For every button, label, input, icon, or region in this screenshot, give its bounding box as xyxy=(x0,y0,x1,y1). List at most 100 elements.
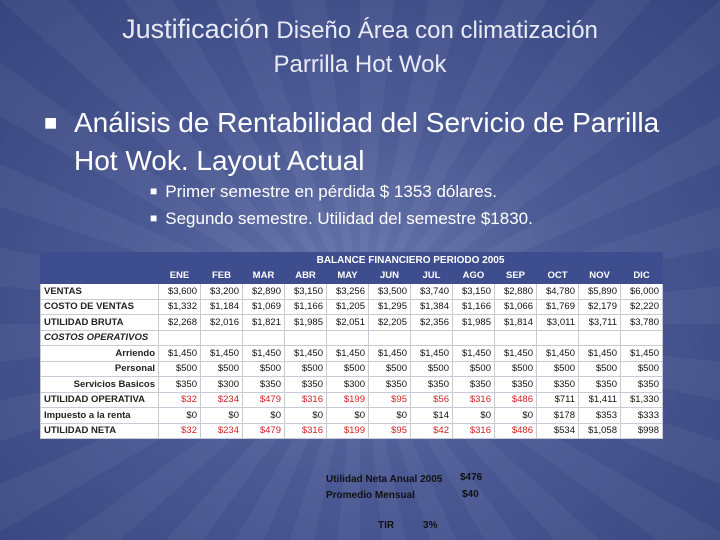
table-cell: $32 xyxy=(158,391,201,408)
table-cell: $2,220 xyxy=(620,298,663,315)
table-cell: $500 xyxy=(158,360,201,377)
table-cell: $500 xyxy=(536,360,579,377)
table-cell: $1,166 xyxy=(284,298,327,315)
month-header: AGO xyxy=(452,267,495,284)
table-cell: $500 xyxy=(410,360,453,377)
table-cell: $1,769 xyxy=(536,298,579,315)
table-cell xyxy=(368,329,411,346)
table-cell xyxy=(158,329,201,346)
table-row: COSTOS OPERATIVOS xyxy=(40,329,663,346)
balance-table: BALANCE FINANCIERO PERIODO 2005 ENE FEB MAR… xyxy=(40,252,663,439)
row-label: Servicios Basicos xyxy=(40,376,159,393)
square-bullet-icon: ■ xyxy=(44,110,58,135)
table-cell: $333 xyxy=(620,407,663,424)
table-row: UTILIDAD BRUTA $2,268 $2,016 $1,821 $1,985 $2… xyxy=(40,314,663,331)
table-cell: $350 xyxy=(494,376,537,393)
table-row: UTILIDAD OPERATIVA $32 $234 $479 $316 $199 $95… xyxy=(40,391,663,408)
table-title-row: BALANCE FINANCIERO PERIODO 2005 xyxy=(40,252,663,269)
table-cell xyxy=(200,329,243,346)
table-cell xyxy=(326,329,369,346)
table-cell: $1,295 xyxy=(368,298,411,315)
table-cell: $3,200 xyxy=(200,283,243,300)
table-cell xyxy=(284,329,327,346)
table-cell: $95 xyxy=(368,422,411,439)
table-cell: $3,256 xyxy=(326,283,369,300)
table-cell: $56 xyxy=(410,391,453,408)
table-cell: $1,450 xyxy=(494,345,537,362)
row-label: VENTAS xyxy=(40,283,159,300)
table-cell: $3,011 xyxy=(536,314,579,331)
table-cell: $1,069 xyxy=(242,298,285,315)
month-header: OCT xyxy=(536,267,579,284)
table-cell: $3,711 xyxy=(578,314,621,331)
slide-title-line1: Justificación Diseño Área con climatizac… xyxy=(0,14,720,45)
table-row: COSTO DE VENTAS $1,332 $1,184 $1,069 $1,166 $… xyxy=(40,298,663,315)
table-cell: $0 xyxy=(158,407,201,424)
sub-bullet-1: ■ Primer semestre en pérdida $ 1353 dólar… xyxy=(150,182,497,202)
table-cell: $14 xyxy=(410,407,453,424)
table-cell: $32 xyxy=(158,422,201,439)
table-cell: $500 xyxy=(200,360,243,377)
row-label: UTILIDAD NETA xyxy=(40,422,159,439)
table-cell: $500 xyxy=(452,360,495,377)
row-label: COSTOS OPERATIVOS xyxy=(40,329,159,346)
table-cell: $5,890 xyxy=(578,283,621,300)
table-cell: $2,051 xyxy=(326,314,369,331)
table-cell: $1,450 xyxy=(452,345,495,362)
slide-title-sub: Diseño Área con climatización xyxy=(276,17,598,44)
table-cell: $500 xyxy=(326,360,369,377)
table-cell: $95 xyxy=(368,391,411,408)
table-cell: $316 xyxy=(452,391,495,408)
monthly-avg-value: $40 xyxy=(462,489,479,500)
table-cell: $199 xyxy=(326,422,369,439)
table-cell: $350 xyxy=(410,376,453,393)
tir-value: 3% xyxy=(423,520,438,531)
table-cell: $1,330 xyxy=(620,391,663,408)
table-cell: $1,184 xyxy=(200,298,243,315)
month-header: JUN xyxy=(368,267,411,284)
table-cell: $500 xyxy=(284,360,327,377)
table-cell: $1,985 xyxy=(284,314,327,331)
table-cell: $300 xyxy=(326,376,369,393)
table-cell: $234 xyxy=(200,422,243,439)
square-bullet-icon: ■ xyxy=(150,211,158,225)
month-header: DIC xyxy=(620,267,663,284)
row-label: UTILIDAD OPERATIVA xyxy=(40,391,159,408)
table-cell xyxy=(620,329,663,346)
table-cell: $486 xyxy=(494,422,537,439)
table-cell: $1,450 xyxy=(242,345,285,362)
table-cell: $2,880 xyxy=(494,283,537,300)
sub-bullet-text: Primer semestre en pérdida $ 1353 dólare… xyxy=(165,182,497,201)
annual-net-label: Utilidad Neta Anual 2005 xyxy=(326,474,443,485)
annual-net-value: $476 xyxy=(460,472,483,483)
table-cell: $350 xyxy=(284,376,327,393)
table-cell: $0 xyxy=(452,407,495,424)
table-cell: $2,205 xyxy=(368,314,411,331)
month-header: JUL xyxy=(410,267,453,284)
row-label: Arriendo xyxy=(40,345,159,362)
row-label: Impuesto a la renta xyxy=(40,407,159,424)
table-cell: $1,411 xyxy=(578,391,621,408)
table-cell: $300 xyxy=(200,376,243,393)
table-cell: $1,205 xyxy=(326,298,369,315)
table-cell: $6,000 xyxy=(620,283,663,300)
row-label: UTILIDAD BRUTA xyxy=(40,314,159,331)
table-cell: $1,450 xyxy=(158,345,201,362)
table-cell: $350 xyxy=(578,376,621,393)
table-cell: $500 xyxy=(578,360,621,377)
table-cell: $3,740 xyxy=(410,283,453,300)
table-cell: $0 xyxy=(326,407,369,424)
table-cell: $199 xyxy=(326,391,369,408)
sub-bullet-2: ■ Segundo semestre. Utilidad del semestre… xyxy=(150,209,533,229)
table-cell: $500 xyxy=(368,360,411,377)
month-header: SEP xyxy=(494,267,537,284)
table-cell: $316 xyxy=(452,422,495,439)
table-cell: $1,450 xyxy=(326,345,369,362)
sub-bullet-text: Segundo semestre. Utilidad del semestre … xyxy=(165,209,533,228)
table-cell: $3,150 xyxy=(284,283,327,300)
table-cell: $1,450 xyxy=(284,345,327,362)
table-cell: $1,450 xyxy=(200,345,243,362)
table-cell: $2,356 xyxy=(410,314,453,331)
table-cell: $234 xyxy=(200,391,243,408)
table-cell: $500 xyxy=(242,360,285,377)
